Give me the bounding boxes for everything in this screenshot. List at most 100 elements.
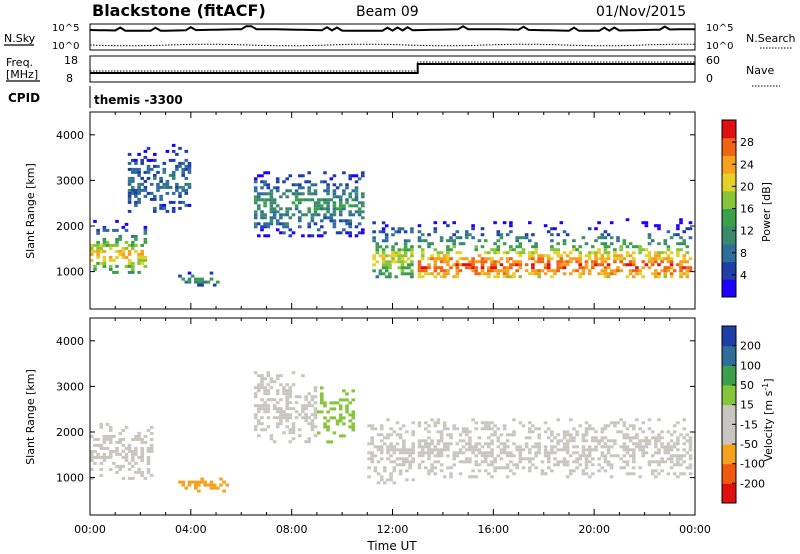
heatmap-cell: [400, 263, 405, 267]
heatmap-cell: [159, 206, 163, 210]
heatmap-cell: [294, 189, 299, 193]
heatmap-cell: [282, 389, 286, 393]
heatmap-cell: [411, 478, 415, 482]
heatmap-cell: [613, 260, 617, 264]
heatmap-cell: [509, 454, 513, 458]
heatmap-cell: [398, 427, 403, 431]
heatmap-cell: [446, 257, 450, 261]
heatmap-cell: [383, 481, 387, 485]
heatmap-cell: [559, 448, 564, 452]
heatmap-cell: [666, 472, 671, 476]
heatmap-cell: [323, 180, 327, 184]
heatmap-cell: [124, 255, 129, 259]
heatmap-cell: [591, 260, 595, 264]
heatmap-cell: [381, 254, 386, 258]
nsky-panel: N.Sky 10^5 10^0 10^5 10^0 N.Search: [4, 23, 796, 52]
heatmap-cell: [329, 401, 334, 405]
heatmap-cell: [118, 437, 122, 441]
colorbar-swatch: [722, 385, 736, 406]
heatmap-cell: [528, 251, 532, 255]
heatmap-cell: [131, 449, 135, 453]
heatmap-cell: [345, 398, 349, 402]
heatmap-cell: [112, 434, 116, 438]
heatmap-cell: [644, 445, 649, 449]
heatmap-cell: [537, 257, 541, 261]
heatmap-cell: [127, 176, 132, 180]
heatmap-cell: [348, 213, 352, 217]
heatmap-cell: [131, 476, 135, 480]
heatmap-cell: [477, 448, 482, 452]
heatmap-cell: [354, 210, 359, 214]
heatmap-cell: [442, 275, 447, 279]
heatmap-cell: [253, 186, 258, 190]
heatmap-cell: [439, 239, 444, 243]
heatmap-cell: [402, 457, 406, 461]
heatmap-cell: [257, 204, 261, 208]
heatmap-cell: [657, 439, 661, 443]
colorbar-swatch: [722, 463, 736, 484]
heatmap-cell: [260, 404, 264, 408]
heatmap-cell: [682, 436, 686, 440]
heatmap-cell: [647, 236, 652, 240]
heatmap-cell: [594, 257, 598, 261]
heatmap-cell: [436, 439, 441, 443]
heatmap-cell: [521, 457, 526, 461]
heatmap-cell: [427, 448, 431, 452]
heatmap-cell: [260, 186, 264, 190]
heatmap-cell: [168, 158, 173, 162]
heatmap-cell: [528, 451, 532, 455]
heatmap-cell: [384, 233, 389, 237]
heatmap-cell: [115, 449, 119, 453]
velocity-colorbar-label-text: Velocity [m s: [762, 390, 775, 461]
heatmap-cell: [146, 470, 151, 474]
nsearch-series: [89, 43, 696, 47]
heatmap-cell: [502, 424, 507, 428]
heatmap-cell: [581, 236, 586, 240]
heatmap-cell: [424, 421, 428, 425]
heatmap-cell: [550, 257, 554, 261]
heatmap-cell: [550, 433, 554, 437]
heatmap-cell: [505, 451, 510, 455]
heatmap-cell: [134, 200, 138, 204]
cpid-panel: CPID themis -3300: [8, 86, 183, 108]
heatmap-cell: [534, 242, 538, 246]
heatmap-cell: [216, 280, 220, 284]
heatmap-cell: [153, 152, 157, 156]
heatmap-cell: [672, 269, 677, 273]
heatmap-cell: [682, 272, 686, 276]
heatmap-cell: [257, 419, 261, 423]
heatmap-cell: [389, 472, 393, 476]
heatmap-cell: [449, 236, 453, 240]
heatmap-cell: [131, 188, 135, 192]
heatmap-cell: [682, 260, 686, 264]
heatmap-cell: [446, 433, 450, 437]
heatmap-cell: [572, 427, 576, 431]
heatmap-cell: [307, 189, 311, 193]
heatmap-cell: [137, 173, 141, 177]
heatmap-cell: [430, 257, 434, 261]
heatmap-cell: [420, 454, 425, 458]
heatmap-cell: [663, 242, 668, 246]
heatmap-cell: [625, 436, 630, 440]
heatmap-cell: [493, 424, 497, 428]
heatmap-cell: [108, 452, 113, 456]
heatmap-cell: [688, 236, 693, 240]
velocity-y-axis-label: Slant Range [km]: [24, 369, 37, 465]
heatmap-cell: [332, 183, 337, 187]
heatmap-cell: [584, 266, 589, 270]
heatmap-cell: [487, 454, 491, 458]
heatmap-cell: [688, 257, 693, 261]
heatmap-cell: [452, 239, 456, 243]
heatmap-cell: [663, 251, 668, 255]
heatmap-cell: [502, 272, 507, 276]
heatmap-cell: [417, 454, 422, 458]
heatmap-cell: [269, 219, 274, 223]
heatmap-cell: [329, 198, 334, 202]
heatmap-cell: [685, 433, 690, 437]
heatmap-cell: [433, 424, 438, 428]
heatmap-cell: [348, 195, 352, 199]
heatmap-cell: [398, 469, 403, 473]
heatmap-cell: [420, 439, 425, 443]
heatmap-cell: [392, 481, 397, 485]
